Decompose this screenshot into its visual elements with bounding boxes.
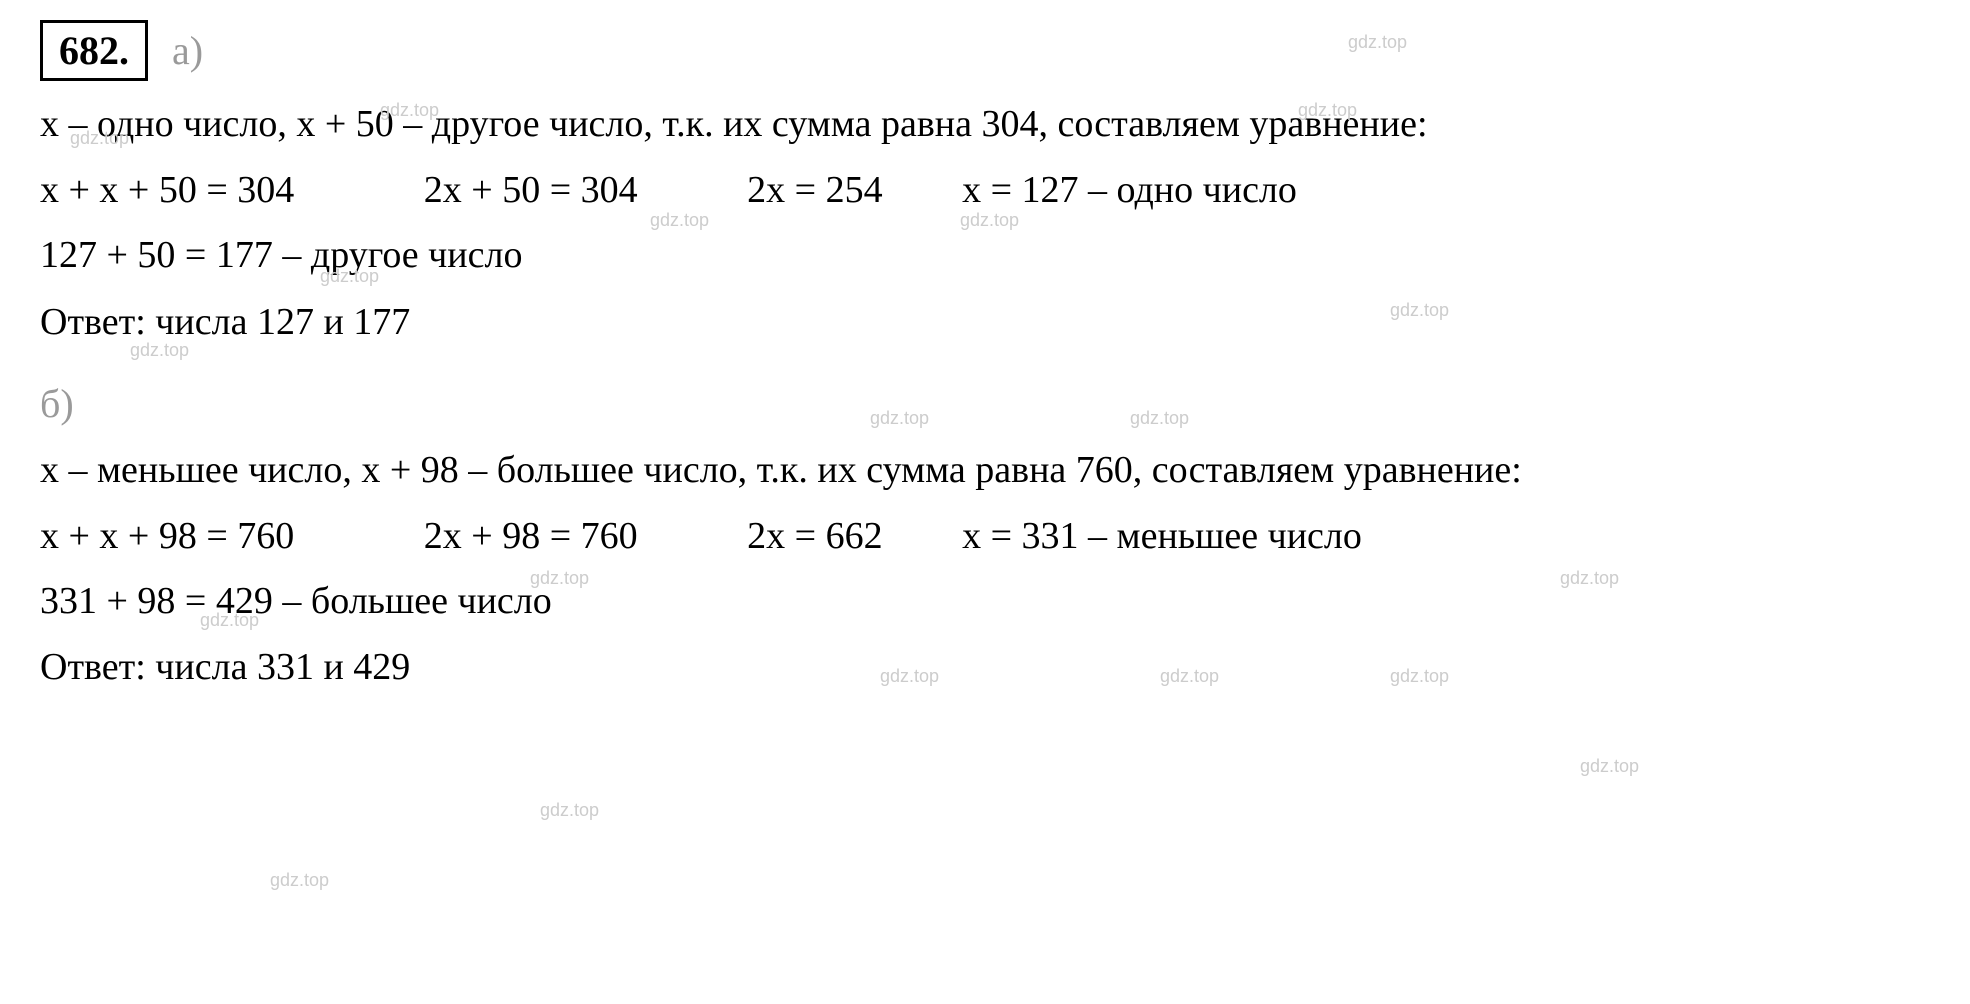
- eq-a-4: x = 127 – одно число: [962, 168, 1297, 212]
- part-a-equations: x + x + 50 = 304 2x + 50 = 304 2x = 254 …: [40, 168, 1930, 212]
- part-a-label: а): [172, 27, 203, 74]
- header-row: 682. а): [40, 20, 1930, 81]
- part-a-answer: Ответ: числа 127 и 177: [40, 300, 1930, 344]
- watermark: gdz.top: [960, 210, 1019, 231]
- part-b-intro: x – меньшее число, x + 98 – большее числ…: [40, 445, 1930, 496]
- eq-b-1: x + x + 98 = 760: [40, 514, 294, 558]
- part-a-line2: 127 + 50 = 177 – другое число: [40, 230, 1930, 281]
- section-b: б) x – меньшее число, x + 98 – большее ч…: [40, 380, 1930, 690]
- part-b-label: б): [40, 380, 1930, 427]
- part-b-line2: 331 + 98 = 429 – большее число: [40, 576, 1930, 627]
- part-b-answer: Ответ: числа 331 и 429: [40, 645, 1930, 689]
- eq-a-1: x + x + 50 = 304: [40, 168, 294, 212]
- eq-b-2: 2x + 98 = 760: [424, 514, 638, 558]
- problem-number-box: 682.: [40, 20, 148, 81]
- watermark: gdz.top: [1580, 756, 1639, 777]
- part-b-equations: x + x + 98 = 760 2x + 98 = 760 2x = 662 …: [40, 514, 1930, 558]
- eq-a-3: 2x = 254: [747, 168, 882, 212]
- part-a-intro: x – одно число, x + 50 – другое число, т…: [40, 99, 1930, 150]
- eq-a-2: 2x + 50 = 304: [424, 168, 638, 212]
- watermark: gdz.top: [650, 210, 709, 231]
- watermark: gdz.top: [270, 870, 329, 891]
- eq-b-3: 2x = 662: [747, 514, 882, 558]
- problem-number: 682.: [59, 28, 129, 73]
- watermark: gdz.top: [540, 800, 599, 821]
- eq-b-4: x = 331 – меньшее число: [962, 514, 1362, 558]
